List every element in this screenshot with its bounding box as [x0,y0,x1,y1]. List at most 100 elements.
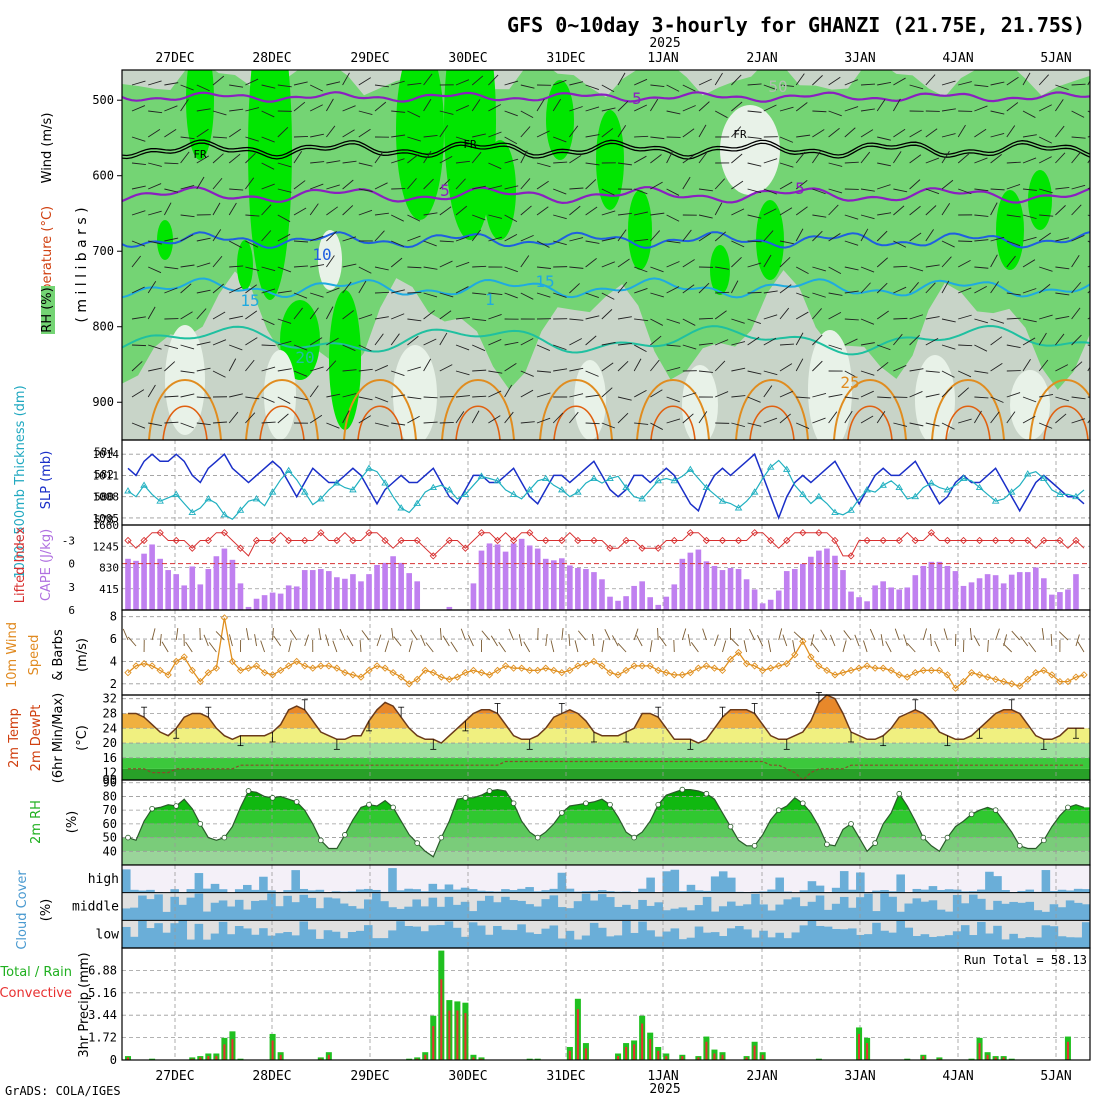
cloud-cell [952,894,962,921]
wind-barb [148,266,162,274]
wind-barb [731,208,745,216]
thickness-point [959,474,968,481]
wind-barb [180,136,195,140]
wind-barb-10m [995,628,1000,641]
wind10-label-3: & Barbs [51,629,66,681]
cape-bar [912,575,919,610]
cloud-cell [880,890,889,893]
wind-tick: 6 [110,632,117,646]
thickness-point [863,485,871,493]
cape-bar [663,596,670,610]
wind-barb [974,396,989,399]
cloud-cell [815,885,825,893]
wind-speed-point [453,673,462,681]
wind-barb [925,393,940,398]
cloud-cell [404,926,413,948]
wind-barb [391,214,404,222]
wind-barb [164,421,179,424]
cloud-cell [662,871,672,893]
wind-barb [601,188,615,196]
cloud-row-label: low [96,927,120,942]
wind-speed-point [1000,677,1008,686]
bottom-day-labels: 27DEC 28DEC 29DEC 30DEC 31DEC 1JAN 2JAN 3JAN 4JA… [155,1069,1071,1084]
lifted-index-point [429,552,437,560]
wind-barb [909,334,920,346]
wind-barb-10m [574,640,579,653]
cloud-cell [267,890,276,893]
wind-barb-10m [318,628,322,641]
cloud-cell [1033,937,1043,948]
wind-barb [293,292,308,299]
wind-barb [601,309,613,320]
wind-speed-point [156,666,164,675]
wind-barb [374,365,389,372]
wind-speed-point [357,673,365,681]
lifted-index-point [638,544,646,552]
thickness-point [670,476,679,484]
wind-barb [245,359,255,372]
wind-barb [1006,102,1019,112]
cloud-cell [154,923,163,948]
cloud-cell [331,891,341,893]
wind-barb-10m [649,640,653,653]
wind-barb [650,389,663,398]
wind-barb [504,233,518,242]
wind-barb [601,128,614,138]
thickness-point [911,492,920,500]
cloud-cell [791,932,801,948]
cloud-cell [670,928,680,948]
cloud-cell [678,891,688,893]
rh-low-region [393,345,437,440]
precip-convective-bar [584,1048,587,1060]
cloud-cell [396,890,405,893]
cape-bar [133,560,139,610]
wind-barb [310,84,323,92]
cloud-cell [283,890,292,893]
wind-barb [698,101,710,112]
rh-point [992,807,999,813]
wind-barb [326,255,335,268]
wind-barb [326,160,341,164]
cloud-cell [291,902,300,921]
isotherm-30-arch [945,405,991,440]
cloud-cell [485,895,494,921]
cloud-cell [493,891,502,893]
wind-barb [990,411,1000,424]
wind-barb [941,240,955,248]
rh-band [122,837,1090,852]
cape-bar [816,550,822,610]
cape-bar [623,596,629,610]
cloud-cell [396,908,405,921]
wind-speed-point [991,675,1000,683]
cloud-cell [565,888,575,893]
wind-barb [391,313,405,320]
cloud-cell [347,932,357,948]
isotherm-25-arch [148,379,222,440]
wind-speed-point [598,662,606,670]
wind-barb [731,318,745,324]
wind-barb [1087,79,1090,86]
wind-barb [617,258,630,268]
precip-convective-bar [1066,1041,1069,1060]
wind-barb [747,110,762,113]
cloud-cell [614,935,623,948]
cloud-cell [428,897,438,921]
slp-tick: 1014 [93,448,120,461]
thickness-point [975,483,984,491]
wind-barb [455,370,470,376]
wind-speed-point [951,684,960,692]
wind-barb [731,101,743,112]
wind-barb-10m [159,634,162,647]
cape-bar [518,538,525,610]
cloud-cell [380,901,389,921]
wind-barb [617,281,628,294]
wind-barb [844,161,859,164]
precip-convective-bar [448,1010,451,1060]
cape-bar [326,571,332,610]
wind-speed-point [413,675,421,683]
precip-tick: 0 [110,1053,117,1067]
wind-barb [326,81,341,86]
wind-barb [1038,104,1052,112]
wind-barb-10m [229,634,233,647]
wind-barb-10m [273,635,282,647]
